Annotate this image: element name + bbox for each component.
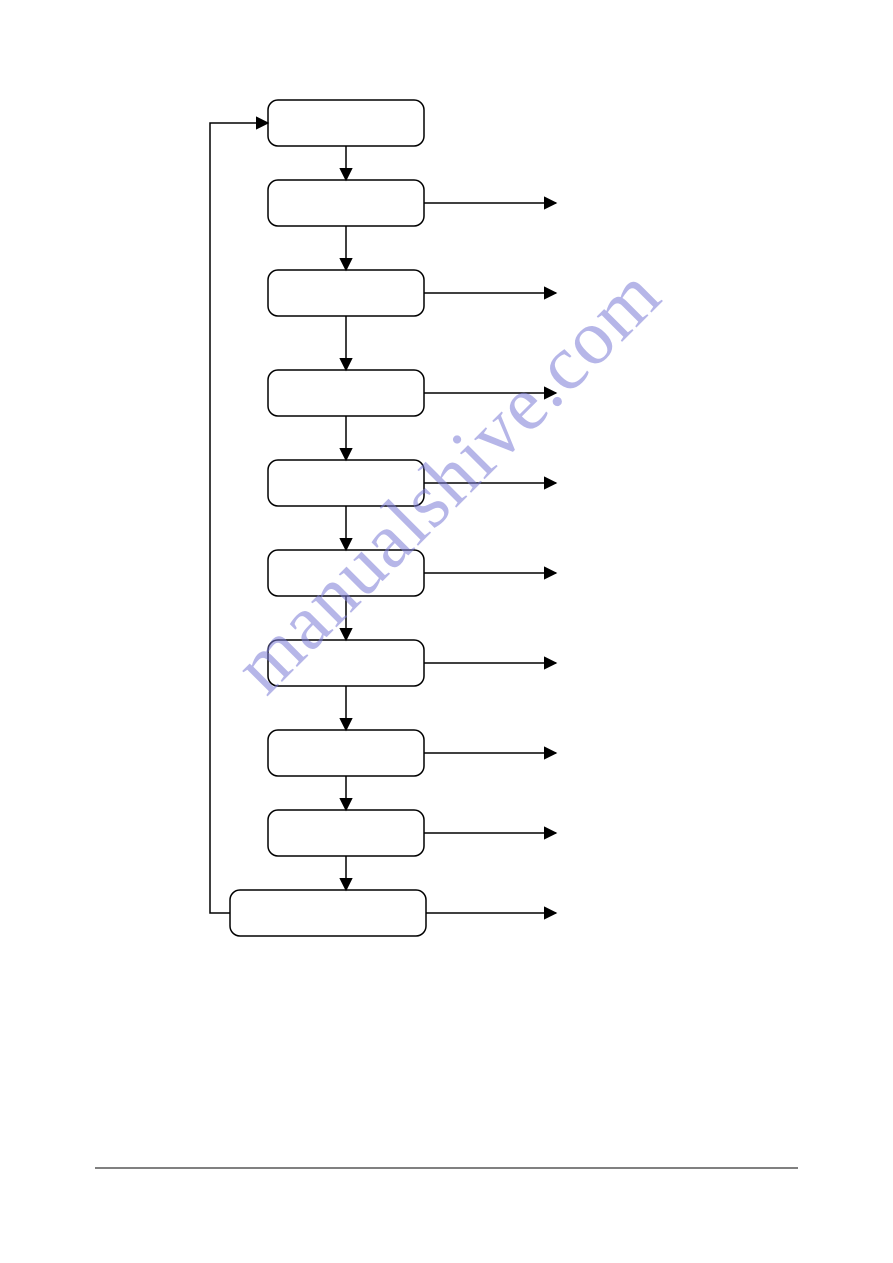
flow-node-n3 xyxy=(268,270,424,316)
flow-node-n4 xyxy=(268,370,424,416)
flow-node-n7 xyxy=(268,640,424,686)
flow-node-n1 xyxy=(268,100,424,146)
loop-back-edge xyxy=(210,123,268,913)
flow-node-n8 xyxy=(268,730,424,776)
flowchart-canvas xyxy=(0,0,893,1263)
flow-node-n5 xyxy=(268,460,424,506)
flow-node-n6 xyxy=(268,550,424,596)
flow-node-n10 xyxy=(230,890,426,936)
flow-node-n2 xyxy=(268,180,424,226)
flow-node-n9 xyxy=(268,810,424,856)
